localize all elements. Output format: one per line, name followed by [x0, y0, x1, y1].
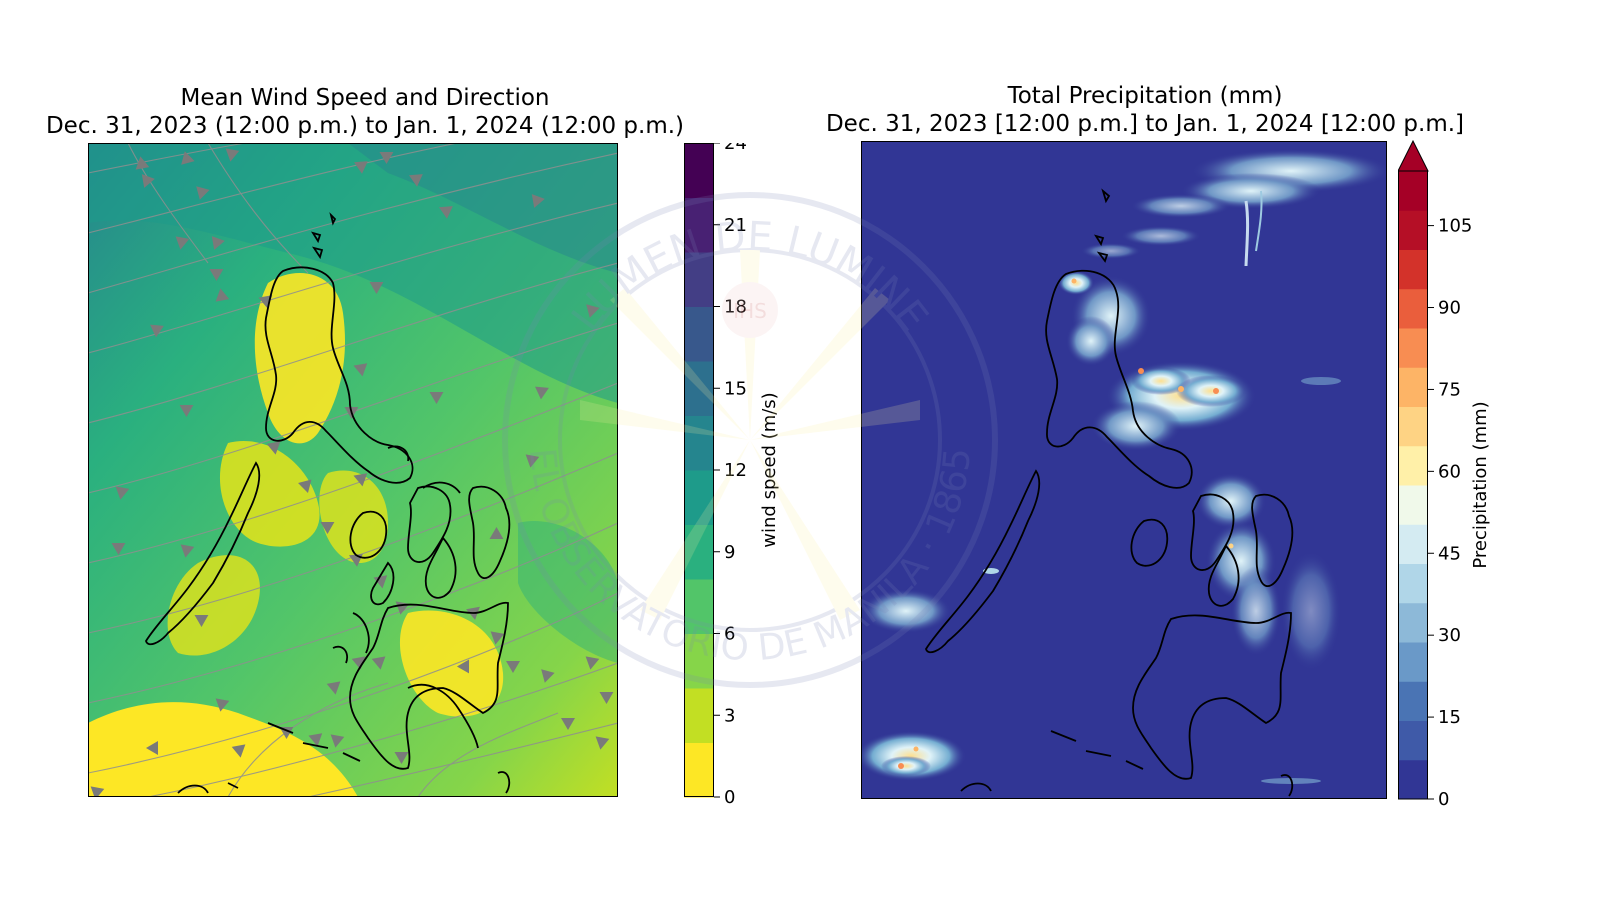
wind-colorbar-label: wind speed (m/s)	[759, 392, 780, 547]
wind-colorbar-tick-label: 0	[724, 787, 735, 808]
wind-colorbar-tick-label: 18	[724, 297, 747, 318]
precip-colorbar-tick-label: 75	[1438, 379, 1461, 400]
wind-map-title: Mean Wind Speed and Direction Dec. 31, 2…	[20, 84, 710, 140]
wind-colorbar-segment	[684, 252, 714, 307]
wind-colorbar-segment	[684, 143, 714, 198]
precip-colorbar-segment	[1398, 210, 1428, 250]
precip-colorbar-segment	[1398, 249, 1428, 290]
precipitation-map	[861, 141, 1387, 799]
precip-colorbar-tick-label: 0	[1438, 789, 1449, 810]
precipitation-areas	[861, 149, 1387, 784]
wind-colorbar-tick-label: 15	[724, 378, 747, 399]
precip-map-title-line1: Total Precipitation (mm)	[1007, 83, 1283, 109]
wind-colorbar-segment	[684, 579, 714, 634]
precip-colorbar-tick-label: 90	[1438, 298, 1461, 319]
precip-colorbar-segment	[1398, 681, 1428, 721]
precip-colorbar-segment	[1398, 759, 1428, 800]
observatory-watermark: IHS LUMEN DE LUMINE EL OBSERVATORIO DE M…	[502, 192, 998, 688]
svg-text:EL OBSERVATORIO DE MANILA · 18: EL OBSERVATORIO DE MANILA · 1865	[521, 446, 979, 669]
precip-map-title-line2: Dec. 31, 2023 [12:00 p.m.] to Jan. 1, 20…	[825, 111, 1465, 137]
wind-colorbar-tick-label: 12	[724, 460, 747, 481]
wind-speed-colorbar: 0 3 6 9 12 15 18 21 24 wind speed (m/s)	[684, 143, 780, 808]
watermark-center: IHS	[733, 299, 767, 323]
wind-colorbar-segment	[684, 197, 714, 253]
wind-colorbar-tick-label: 24	[724, 143, 747, 154]
precip-map-coastlines	[925, 188, 1294, 797]
wind-map-title-line1: Mean Wind Speed and Direction	[180, 85, 550, 111]
precipitation-colorbar: 0 15 30 45 60 75 90 105 Precipitation (mm)	[1398, 139, 1491, 810]
wind-map-title-line2: Dec. 31, 2023 (12:00 p.m.) to Jan. 1, 20…	[45, 113, 685, 139]
wind-colorbar-tick-label: 6	[724, 624, 735, 645]
precip-map-title: Total Precipitation (mm) Dec. 31, 2023 […	[800, 82, 1490, 138]
precip-colorbar-segment	[1398, 445, 1428, 486]
wind-speed-map	[88, 143, 618, 797]
wind-colorbar-tick-label: 3	[724, 705, 735, 726]
precip-colorbar-segment	[1398, 602, 1428, 643]
precip-colorbar-tick-label: 60	[1438, 461, 1461, 482]
colorbar-extend-arrow	[1398, 139, 1429, 172]
precip-colorbar-segment	[1398, 642, 1428, 682]
wind-colorbar-tick-label: 21	[724, 215, 747, 236]
wind-colorbar-segment	[684, 306, 714, 362]
wind-colorbar-segment	[684, 742, 714, 798]
precip-colorbar-label: Precipitation (mm)	[1470, 401, 1491, 568]
wind-map-coastlines	[145, 212, 511, 794]
wind-colorbar-segment	[684, 470, 714, 525]
precip-colorbar-tick-label: 30	[1438, 625, 1461, 646]
precip-colorbar-segment	[1398, 328, 1428, 368]
precip-colorbar-segment	[1398, 485, 1428, 525]
precip-colorbar-segment	[1398, 563, 1428, 604]
precip-colorbar-segment	[1398, 406, 1428, 447]
precip-colorbar-segment	[1398, 524, 1428, 564]
precip-colorbar-segment	[1398, 367, 1428, 407]
precip-colorbar-tick-label: 15	[1438, 707, 1461, 728]
wind-colorbar-segment	[684, 415, 714, 471]
wind-colorbar-tick-label: 9	[724, 542, 735, 563]
wind-colorbar-segment	[684, 688, 714, 743]
precip-colorbar-tick-label: 45	[1438, 543, 1461, 564]
wind-colorbar-segment	[684, 361, 714, 416]
precip-colorbar-tick-label: 105	[1438, 216, 1472, 237]
watermark-bottom-text: EL OBSERVATORIO DE MANILA · 1865	[521, 446, 979, 669]
precip-colorbar-segment	[1398, 171, 1428, 211]
precip-colorbar-segment	[1398, 720, 1428, 761]
wind-colorbar-segment	[684, 524, 714, 580]
precip-colorbar-segment	[1398, 288, 1428, 329]
wind-colorbar-segment	[684, 633, 714, 689]
